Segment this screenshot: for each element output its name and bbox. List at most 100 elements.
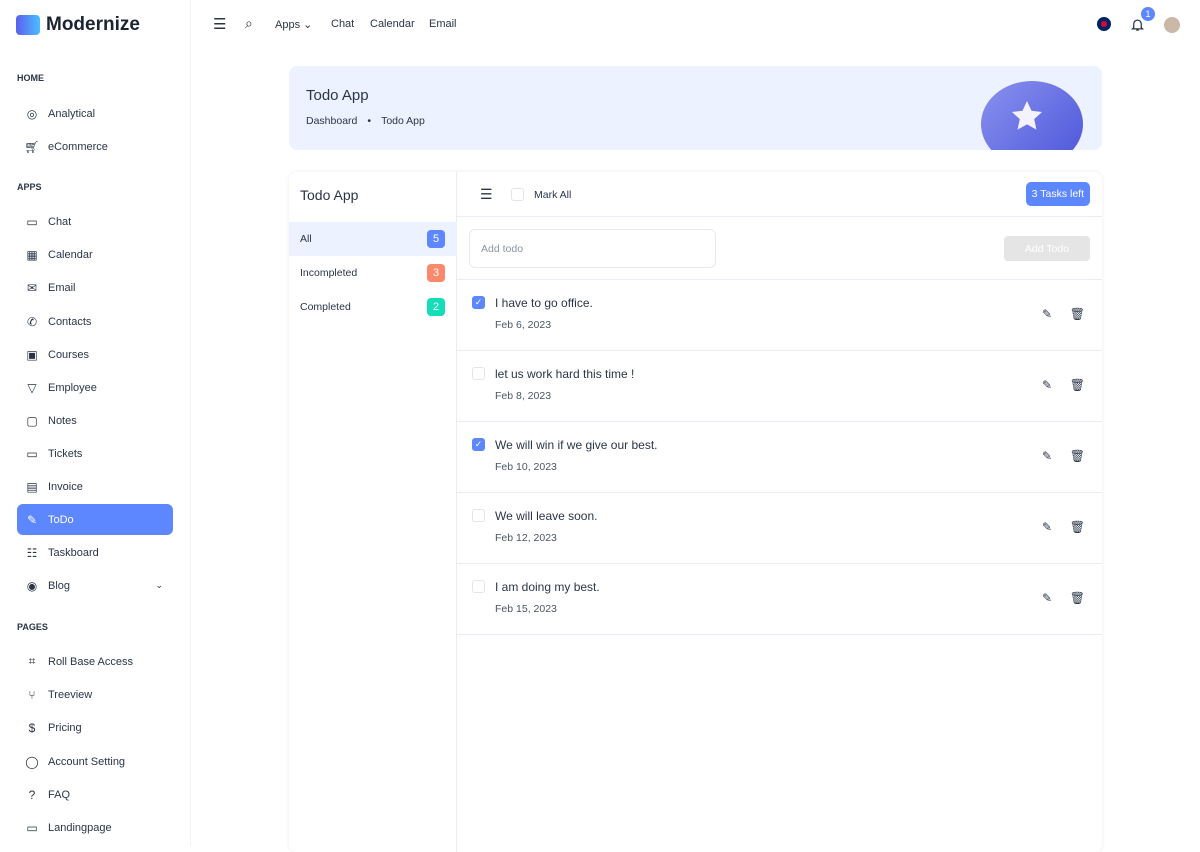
sidebar-item-contacts[interactable]: ✆ Contacts [17, 306, 173, 337]
message-icon: ▭ [26, 214, 38, 229]
sidebar-item-label: Employee [48, 381, 97, 394]
sidebar-item-label: Invoice [48, 480, 83, 493]
todo-checkbox[interactable]: ✓ [472, 296, 485, 309]
nav-email[interactable]: Email [429, 18, 457, 30]
breadcrumb-dashboard[interactable]: Dashboard [306, 115, 358, 127]
filter-all[interactable]: All 5 [289, 222, 457, 256]
todo-list-panel: ☰ Mark All 3 Tasks left Add Todo ✓ I have… [457, 172, 1102, 852]
todo-checkbox[interactable] [472, 509, 485, 522]
sidebar-item-label: Blog [48, 579, 71, 592]
breadcrumb-current: Todo App [381, 115, 425, 127]
mark-all-checkbox[interactable] [511, 188, 524, 201]
sidebar-item-roll-base-access[interactable]: ⌗ Roll Base Access [17, 646, 173, 677]
trash-icon[interactable]: 🗑︎ [1069, 378, 1085, 392]
sidebar-item-analytical[interactable]: ◎ Analytical [17, 98, 173, 129]
trash-icon[interactable]: 🗑︎ [1069, 591, 1085, 605]
todo-date: Feb 6, 2023 [495, 319, 552, 331]
nav-section-title: HOME [17, 73, 44, 83]
todo-title: let us work hard this time ! [495, 367, 635, 381]
todo-date: Feb 8, 2023 [495, 390, 552, 402]
pencil-icon[interactable]: ✎ [1041, 520, 1052, 534]
calendar-icon: ▦ [26, 247, 38, 262]
sidebar-item-chat[interactable]: ▭ Chat [17, 206, 173, 237]
pencil-icon[interactable]: ✎ [1041, 449, 1052, 463]
sidebar-item-notes[interactable]: ▢ Notes [17, 405, 173, 436]
edit-icon: ✎ [26, 512, 38, 527]
search-icon[interactable]: ⌕ [245, 15, 253, 31]
certificate-icon: ▣ [26, 347, 38, 362]
sidebar-item-label: Tickets [48, 447, 83, 460]
sidebar-item-label: Treeview [48, 688, 93, 701]
phone-icon: ✆ [26, 314, 38, 329]
tasks-left-button[interactable]: 3 Tasks left [1025, 182, 1090, 206]
sidebar-item-label: Account Setting [48, 755, 126, 768]
cart-icon: 🛒︎ [24, 139, 40, 154]
filter-menu-icon[interactable]: ☰ [480, 186, 493, 202]
page-title: Todo App [306, 87, 369, 104]
todo-checkbox[interactable] [472, 367, 485, 380]
ticket-icon: ▭ [26, 446, 38, 461]
todo-item: I am doing my best. Feb 15, 2023 ✎ 🗑︎ [457, 564, 1102, 635]
sidebar-item-label: ToDo [48, 513, 74, 526]
app-window-icon: ▭ [26, 820, 38, 835]
sidebar-item-courses[interactable]: ▣ Courses [17, 339, 173, 370]
sidebar-item-email[interactable]: ✉ Email [17, 272, 173, 303]
sidebar-item-invoice[interactable]: ▤ Invoice [17, 471, 173, 502]
sidebar: Modernize HOME ◎ Analytical 🛒︎ eCommerce APPS… [0, 0, 191, 846]
trash-icon[interactable]: 🗑︎ [1069, 307, 1085, 321]
sidebar-item-pricing[interactable]: $ Pricing [17, 712, 173, 743]
sidebar-item-account-setting[interactable]: ◯ Account Setting [17, 746, 173, 777]
pencil-icon[interactable]: ✎ [1041, 307, 1052, 321]
sidebar-item-label: Taskboard [48, 546, 99, 559]
sidebar-item-tickets[interactable]: ▭ Tickets [17, 438, 173, 469]
count-badge: 2 [427, 298, 445, 316]
breadcrumb-separator: • [367, 115, 372, 127]
filter-label: All [300, 233, 312, 245]
filter-panel: Todo App All 5 Incompleted 3 Completed 2 [289, 172, 457, 852]
todo-title: We will leave soon. [495, 509, 598, 523]
sidebar-item-employee[interactable]: ▽ Employee [17, 372, 173, 403]
chevron-down-icon[interactable]: ⌄ [155, 580, 163, 590]
apps-label: Apps [275, 19, 301, 31]
count-badge: 5 [427, 230, 445, 248]
trash-icon[interactable]: 🗑︎ [1069, 449, 1085, 463]
sidebar-item-blog[interactable]: ◉ Blog ⌄ [17, 570, 173, 601]
sidebar-item-landingpage[interactable]: ▭ Landingpage [17, 812, 173, 843]
sidebar-item-ecommerce[interactable]: 🛒︎ eCommerce [17, 131, 173, 162]
add-todo-input[interactable] [469, 229, 716, 268]
menu-icon[interactable]: ☰ [213, 16, 227, 33]
todo-date: Feb 15, 2023 [495, 603, 557, 615]
dollar-icon: $ [28, 720, 36, 735]
sidebar-item-label: Notes [48, 414, 77, 427]
filter-incompleted[interactable]: Incompleted 3 [289, 256, 457, 290]
bell-icon[interactable] [1130, 17, 1145, 32]
add-todo-button[interactable]: Add Todo [1004, 236, 1090, 261]
todo-item: ✓ I have to go office. Feb 6, 2023 ✎ 🗑︎ [457, 280, 1102, 351]
apps-menu[interactable]: Apps ⌄ [275, 19, 313, 31]
todo-item: let us work hard this time ! Feb 8, 2023 ✎… [457, 351, 1102, 422]
language-flag-icon[interactable] [1097, 17, 1111, 31]
todo-checkbox[interactable]: ✓ [472, 438, 485, 451]
pencil-icon[interactable]: ✎ [1041, 378, 1052, 392]
sidebar-item-label: Calendar [48, 248, 93, 261]
pencil-icon[interactable]: ✎ [1041, 591, 1052, 605]
filter-completed[interactable]: Completed 2 [289, 290, 457, 324]
filter-label: Incompleted [300, 267, 358, 279]
logo[interactable]: Modernize [16, 14, 140, 36]
trash-icon[interactable]: 🗑︎ [1069, 520, 1085, 534]
todo-checkbox[interactable] [472, 580, 485, 593]
sidebar-item-label: eCommerce [48, 140, 108, 153]
sidebar-item-label: Chat [48, 215, 72, 228]
nav-calendar[interactable]: Calendar [370, 18, 415, 30]
nav-section-title: PAGES [17, 622, 48, 632]
sidebar-item-faq[interactable]: ? FAQ [17, 779, 173, 810]
git-branch-icon: ⑂ [28, 687, 36, 702]
sidebar-item-taskboard[interactable]: ☷ Taskboard [17, 537, 173, 568]
todo-title: We will win if we give our best. [495, 438, 658, 452]
avatar[interactable] [1164, 17, 1180, 33]
sidebar-item-treeview[interactable]: ⑂ Treeview [17, 679, 173, 710]
topbar: ☰ ⌕ Apps ⌄ Chat Calendar Email 1 [191, 0, 1200, 50]
sidebar-item-calendar[interactable]: ▦ Calendar [17, 239, 173, 270]
sidebar-item-todo[interactable]: ✎ ToDo [17, 504, 173, 535]
nav-chat[interactable]: Chat [331, 18, 355, 30]
